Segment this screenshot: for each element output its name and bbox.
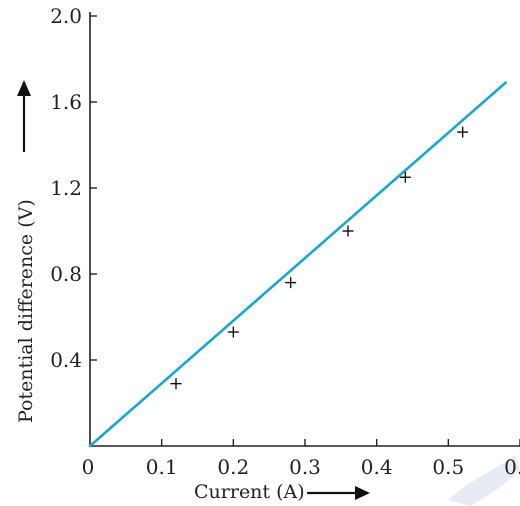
x-tick-label: 0.5	[432, 455, 464, 479]
chart-series	[88, 81, 507, 448]
x-axis-title-group: Current (A)	[194, 481, 370, 503]
y-tick-label: 0.8	[50, 262, 82, 286]
data-point	[227, 326, 239, 338]
y-axis-title: Potential difference (V)	[15, 199, 37, 423]
y-tick-label: 0.4	[50, 348, 82, 372]
watermark-logo	[448, 455, 520, 506]
data-point	[170, 378, 182, 390]
fit-line	[88, 81, 507, 448]
x-axis-arrow-icon	[307, 486, 370, 500]
y-axis-title-group: Potential difference (V)	[15, 80, 37, 423]
y-axis-arrow-icon	[17, 80, 31, 152]
y-axis-ticks: 0.4 0.8 1.2 1.6 2.0	[50, 4, 97, 372]
data-point	[457, 126, 469, 138]
x-tick-label: 0.4	[361, 455, 393, 479]
y-tick-label: 2.0	[50, 4, 82, 28]
y-tick-label: 1.2	[50, 176, 82, 200]
data-point	[399, 171, 411, 183]
data-point	[285, 277, 297, 289]
x-tick-label: 0	[82, 455, 95, 479]
x-axis-ticks: 0 0.1 0.2 0.3 0.4 0.5 0.6	[82, 439, 520, 479]
data-point	[342, 225, 354, 237]
x-tick-label: 0.3	[289, 455, 321, 479]
x-tick-label: 0.1	[146, 455, 178, 479]
x-tick-label: 0.6	[504, 455, 520, 479]
axes	[89, 12, 520, 447]
y-tick-label: 1.6	[50, 90, 82, 114]
x-axis-title: Current (A)	[194, 481, 305, 503]
x-tick-label: 0.2	[217, 455, 249, 479]
